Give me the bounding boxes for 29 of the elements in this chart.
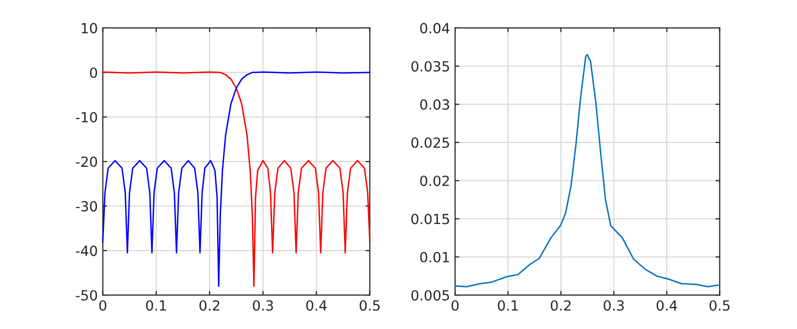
y-tick-label: -30: [76, 201, 98, 212]
y-tick-label: -40: [76, 246, 98, 256]
x-tick-label: 0.4: [656, 300, 678, 311]
y-tick-label: 0.005: [411, 290, 450, 301]
y-tick-label: -50: [76, 290, 98, 301]
y-tick-label: 0.015: [411, 214, 450, 224]
line-series: [454, 54, 719, 288]
y-tick-label: 0.03: [420, 99, 450, 110]
x-tick-label: 0: [452, 300, 459, 311]
x-tick-label: 0.1: [146, 300, 166, 311]
x-tick-label: 0.3: [604, 300, 624, 311]
y-tick-label: 0.035: [411, 61, 450, 72]
y-tick-label: 0.02: [420, 176, 449, 186]
x-tick-label: 0.2: [550, 300, 571, 311]
y-tick-label: 0.04: [420, 22, 450, 34]
y-tick-label: -20: [76, 156, 98, 168]
x-tick-label: 0.1: [498, 300, 518, 311]
y-tick-label: 10: [82, 22, 98, 34]
x-tick-label: 0.3: [252, 300, 273, 311]
y-tick-label: 0: [90, 67, 98, 78]
line-series: [102, 71, 371, 287]
y-tick-label: 0.01: [420, 252, 449, 262]
x-tick-label: 0.5: [710, 300, 730, 311]
y-tick-label: 0.025: [411, 137, 450, 148]
x-tick-label: 0.2: [199, 300, 220, 311]
x-tick-label: 0: [99, 300, 106, 311]
y-tick-label: -10: [76, 112, 98, 122]
x-tick-label: 0.5: [360, 300, 380, 311]
x-tick-label: 0.4: [306, 300, 327, 311]
